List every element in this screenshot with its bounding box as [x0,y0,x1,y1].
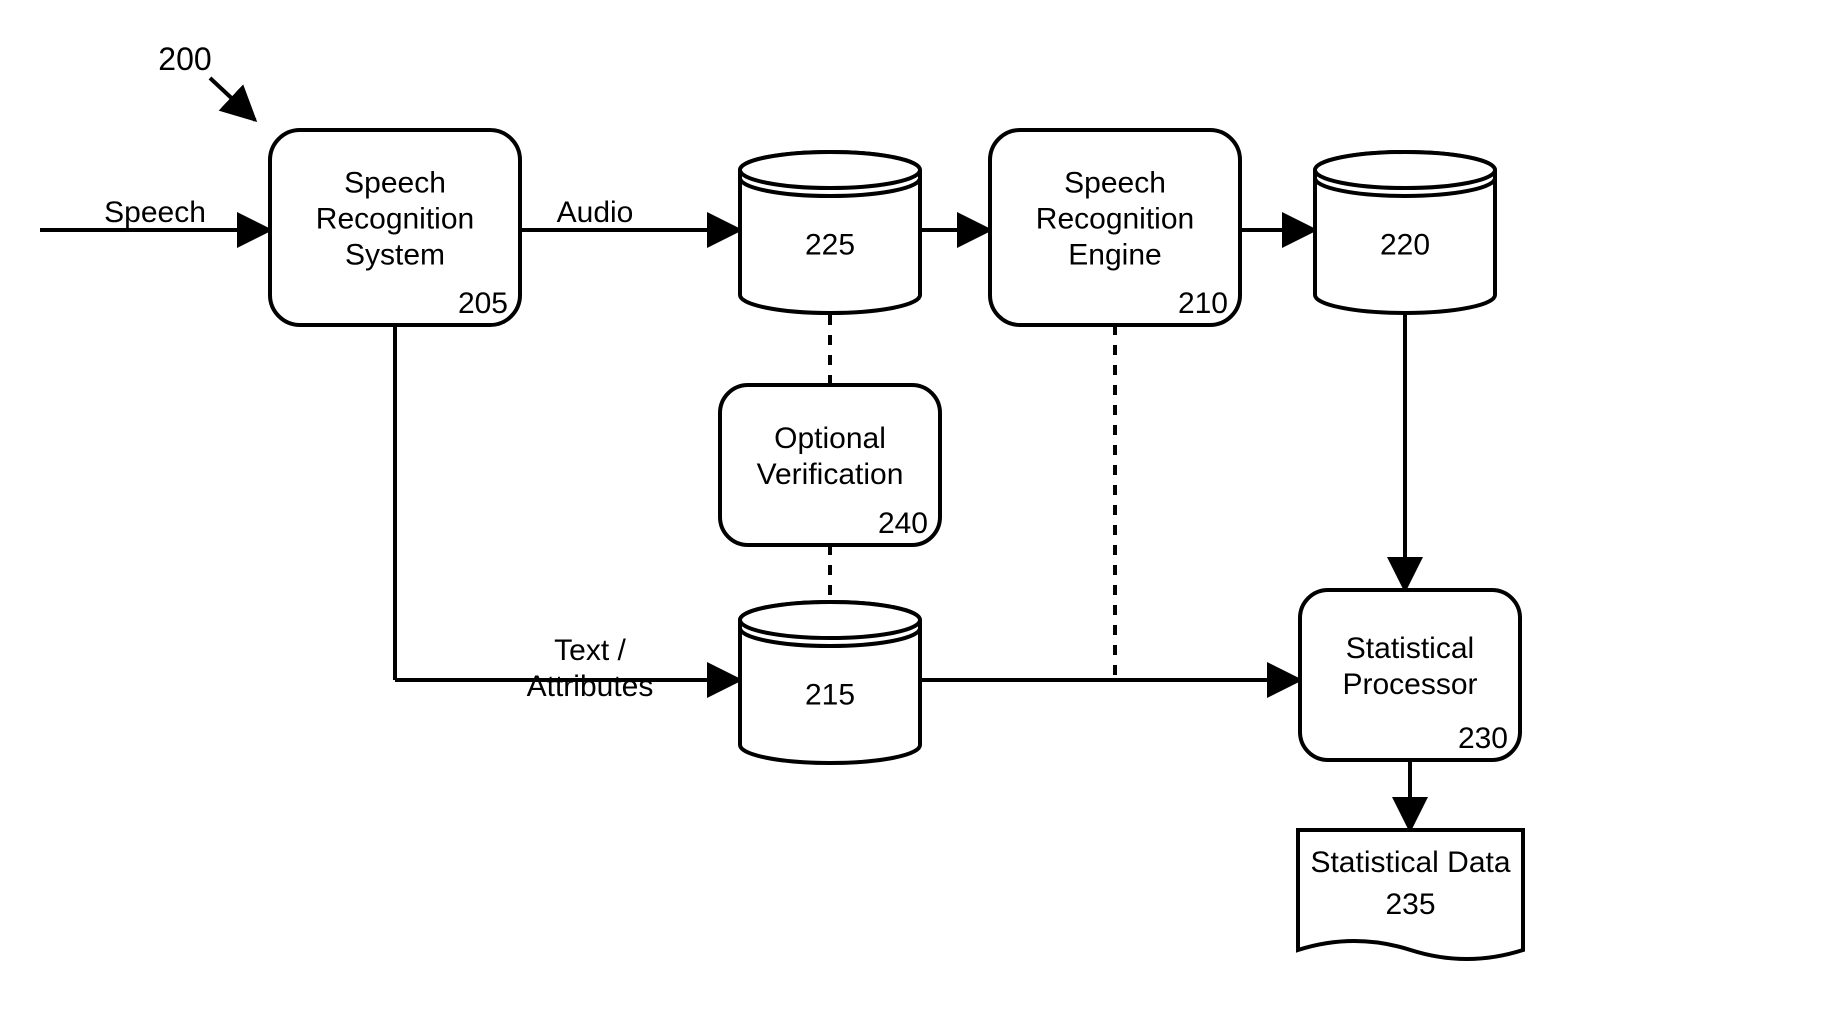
node-ref: 235 [1385,888,1435,921]
node-label: Statistical Data [1310,846,1510,879]
node-label: Optional [774,422,886,455]
node-ref: 230 [1458,722,1508,755]
flowchart-canvas: SpeechRecognitionSystem205225SpeechRecog… [0,0,1823,1017]
node-ref: 215 [805,679,855,712]
figure-ref: 200 [158,41,255,120]
node-ref: 225 [805,229,855,262]
node-ref: 205 [458,287,508,320]
node-label: Verification [757,458,904,491]
node-n205: SpeechRecognitionSystem 205 [270,130,520,325]
node-n240: OptionalVerification 240 [720,385,940,545]
node-ref: 210 [1178,287,1228,320]
node-n225: 225 [740,152,920,313]
edge-label: Speech [104,196,206,229]
node-n220: 220 [1315,152,1495,313]
node-label: Statistical [1346,632,1474,665]
node-label: Recognition [1036,203,1194,236]
node-ref: 240 [878,507,928,540]
node-label: System [345,239,445,272]
node-label: Engine [1068,239,1161,272]
node-ref: 220 [1380,229,1430,262]
node-label: Speech [1064,167,1166,200]
edge-label: Text / [554,634,626,667]
node-label: Processor [1342,668,1477,701]
figure-ref-label: 200 [158,41,211,77]
node-label: Recognition [316,203,474,236]
edge-label: Audio [557,196,634,229]
edge-label: Attributes [527,670,654,703]
node-n230: StatisticalProcessor 230 [1300,590,1520,760]
node-label: Speech [344,167,446,200]
node-n215: 215 [740,602,920,763]
node-n235: Statistical Data 235 [1298,830,1523,959]
node-n210: SpeechRecognitionEngine 210 [990,130,1240,325]
